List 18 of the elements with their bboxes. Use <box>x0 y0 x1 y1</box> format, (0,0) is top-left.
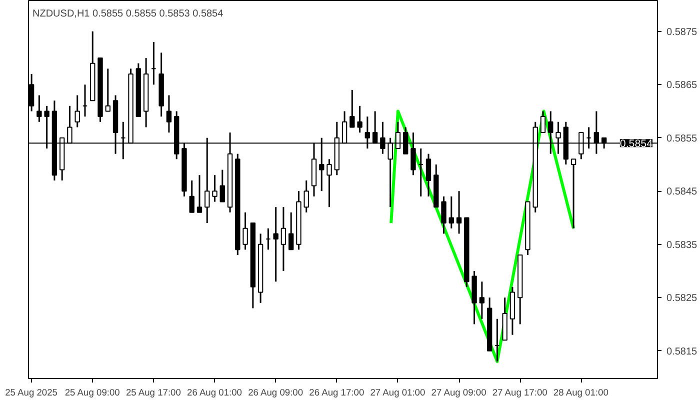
y-tick-label: 0.5875 <box>666 26 698 38</box>
text: NZDUSD,H1 0.5855 0.5855 0.5853 0.5854 <box>32 8 224 20</box>
x-tick-label: 26 Aug 01:00 <box>187 388 242 398</box>
x-tick-label: 27 Aug 17:00 <box>492 388 548 398</box>
y-tick-label: 0.5835 <box>666 240 698 251</box>
y-tick-label: 0.5815 <box>666 346 698 358</box>
x-tick-label: 26 Aug 09:00 <box>248 388 304 398</box>
x-tick-label: 25 Aug 09:00 <box>64 388 120 398</box>
x-tick-label: 28 Aug 01:00 <box>553 388 608 398</box>
x-tick-label: 27 Aug 01:00 <box>370 388 426 398</box>
x-tick-label: 25 Aug 2025 <box>5 388 58 398</box>
x-tick-label: 25 Aug 17:00 <box>126 388 181 398</box>
x-tick-label: 26 Aug 17:00 <box>309 388 364 398</box>
y-tick-label: 0.5855 <box>666 133 698 144</box>
y-tick-label: 0.5825 <box>666 293 698 304</box>
y-tick-label: 0.5845 <box>666 186 698 198</box>
x-tick-label: 27 Aug 09:00 <box>431 388 486 398</box>
y-tick-label: 0.5865 <box>666 80 698 92</box>
